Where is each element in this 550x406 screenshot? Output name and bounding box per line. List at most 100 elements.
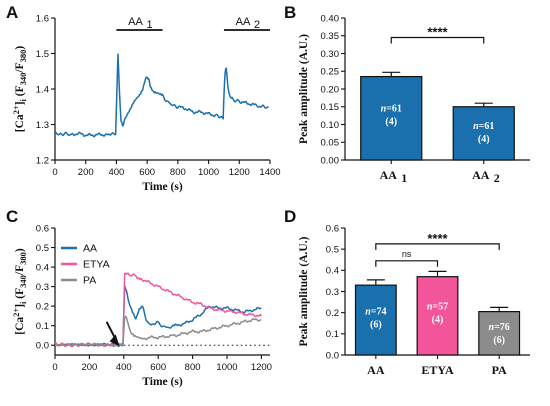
significance-bracket (390, 36, 485, 44)
arrow-head (109, 334, 120, 347)
bar-group-label: (4) (385, 117, 397, 128)
bar-n-value: =61 (386, 104, 402, 115)
x-tick-label: 600 (139, 167, 155, 178)
period-label: AA (236, 16, 251, 28)
y-tick-label: 0.0 (326, 350, 339, 361)
y-tick-label: 0.40 (321, 13, 340, 24)
y-tick-label: 1.5 (36, 49, 49, 60)
period-label-sub: 1 (146, 19, 152, 31)
bar-n-prefix: n (381, 104, 387, 115)
y-tick-label: 0.5 (36, 243, 49, 254)
y-tick-label: 0.5 (326, 244, 339, 255)
panel-letter: B (284, 3, 296, 22)
x-tick-label: 200 (81, 362, 97, 373)
y-tick-label: 0.3 (326, 287, 339, 298)
bar-n-label: n=76 (489, 322, 510, 333)
x-tick-label: 1200 (251, 362, 272, 373)
y-tick-label: 0.0 (36, 341, 49, 352)
y-tick-label: 0.00 (321, 155, 340, 166)
y-tick-label: 0.1 (36, 321, 49, 332)
significance-bracket (375, 260, 439, 267)
panel-letter: C (6, 207, 18, 226)
panel-c: C 0.0 0.1 0.2 0.3 0.4 0.5 0.6 0 200 400 600 800 1000 1… (6, 207, 272, 388)
y-tick-label: 0.2 (326, 308, 339, 319)
x-tick-label: 1200 (229, 167, 250, 178)
x-tick-label: 400 (108, 167, 124, 178)
category-sub: 2 (494, 171, 500, 185)
panel-d: D 0.0 0.1 0.2 0.3 0.4 0.5 0.6 Peak amplitude (A.… (284, 207, 530, 377)
y-tick-label: 0.4 (326, 266, 339, 277)
y-tick-label: 0.1 (326, 329, 339, 340)
bar-n-label: n=57 (427, 302, 448, 313)
bar-n-label: n=61 (473, 121, 494, 132)
y-axis-title: [Ca2+]i (F340/F380) (11, 248, 28, 335)
y-tick-label: 0.25 (321, 67, 340, 78)
bar-n-prefix: n (365, 306, 371, 317)
x-axis-title: Time (s) (142, 181, 183, 193)
significance-label: **** (427, 231, 448, 246)
significance-label: **** (427, 25, 448, 40)
bar-2 (478, 311, 521, 356)
y-tick-label: 1.6 (36, 13, 49, 24)
category-label: AA (380, 168, 398, 182)
category-label: PA (492, 363, 507, 377)
x-tick-label: 0 (52, 167, 57, 178)
y-tick-label: 0.3 (36, 282, 49, 293)
panel-b: B 0.00 0.05 0.10 0.15 0.20 0.25 0.30 0.35 0.40 Pea… (284, 3, 530, 185)
y-tick-label: 0.15 (321, 102, 340, 113)
y-tick-label: 0.20 (321, 84, 340, 95)
y-axis-title: Peak amplitude (A.U.) (298, 236, 310, 346)
category-label: AA (367, 363, 385, 377)
bar-group-label: (6) (370, 319, 382, 330)
bar-n-prefix: n (489, 322, 495, 333)
legend-label-aa: AA (83, 243, 97, 255)
y-tick-label: 0.05 (321, 138, 340, 149)
period-label-sub: 2 (254, 19, 260, 31)
y-axis-title: [Ca2+]i (F340/F380) (11, 46, 28, 133)
significance-bracket (375, 243, 500, 250)
y-tick-label: 0.6 (36, 223, 49, 234)
bar-n-value: =76 (494, 322, 510, 333)
bar-0 (354, 284, 397, 356)
legend-label-pa: PA (83, 275, 96, 287)
y-tick-label: 1.2 (36, 155, 49, 166)
y-tick-label: 0.35 (321, 31, 340, 42)
y-tick-label: 0.30 (321, 49, 340, 60)
x-tick-label: 600 (150, 362, 166, 373)
y-tick-label: 0.10 (321, 120, 340, 131)
bar-n-value: =74 (371, 306, 387, 317)
x-tick-label: 1000 (198, 167, 219, 178)
y-tick-label: 0.2 (36, 301, 49, 312)
y-tick-label: 0.6 (326, 223, 339, 234)
panel-a: A 1.2 1.3 1.4 1.5 1.6 0 200 400 600 800 1000 1200 140… (6, 3, 281, 193)
panel-letter: A (6, 3, 18, 22)
bar-n-label: n=61 (381, 104, 402, 115)
bar-1 (452, 106, 515, 161)
series-line-0 (54, 53, 269, 138)
series-line-aa (54, 285, 262, 347)
category-label: AA (472, 168, 490, 182)
category-label: ETYA (421, 363, 454, 377)
bar-group-label: (4) (432, 315, 444, 326)
category-sub: 1 (401, 171, 407, 185)
bar-n-value: =61 (479, 121, 495, 132)
bar-group-label: (4) (478, 134, 490, 145)
x-tick-label: 0 (52, 362, 57, 373)
x-tick-label: 800 (185, 362, 201, 373)
y-axis-title: Peak amplitude (A.U.) (298, 34, 310, 144)
bar-n-value: =57 (432, 302, 448, 313)
bar-1 (416, 276, 459, 356)
x-tick-label: 800 (170, 167, 186, 178)
y-tick-label: 1.3 (36, 120, 49, 131)
y-tick-label: 0.4 (36, 262, 49, 273)
y-tick-label: 1.4 (36, 84, 49, 95)
x-tick-label: 400 (116, 362, 132, 373)
bar-group-label: (6) (493, 335, 505, 346)
panel-letter: D (284, 207, 296, 226)
bar-0 (360, 75, 423, 161)
bar-n-prefix: n (473, 121, 479, 132)
x-tick-label: 1000 (216, 362, 237, 373)
series-line-pa (54, 315, 262, 348)
x-tick-label: 1400 (259, 167, 280, 178)
